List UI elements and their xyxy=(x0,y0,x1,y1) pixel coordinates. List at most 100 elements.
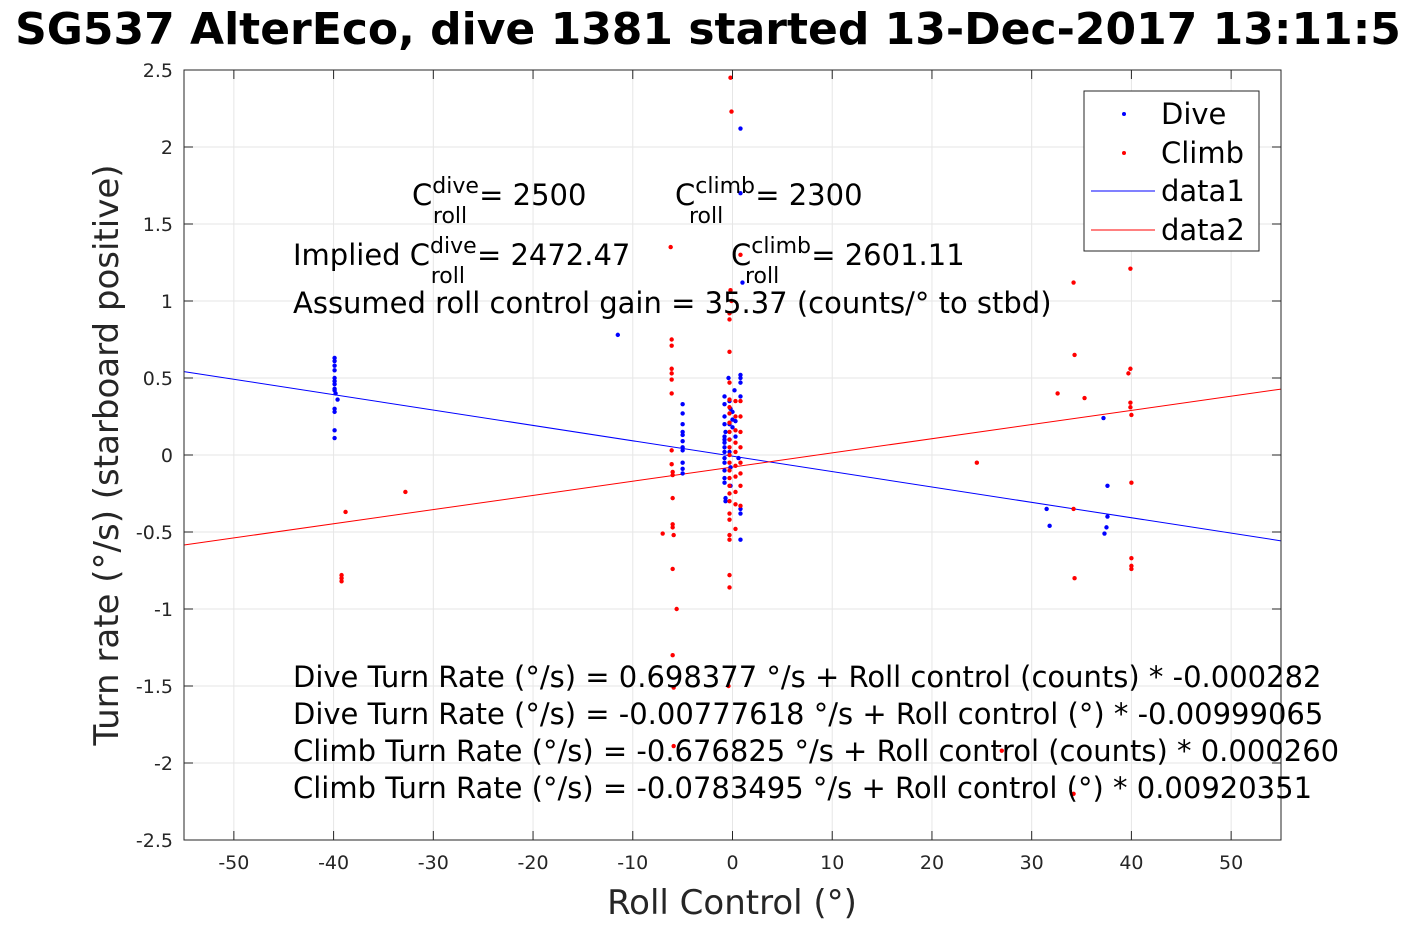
x-tick-label: -50 xyxy=(218,852,249,874)
climb-point xyxy=(727,537,732,542)
c-roll-climb: Cclimb roll= 2300 xyxy=(675,174,863,229)
dive-point xyxy=(332,375,337,381)
dive-point xyxy=(738,191,743,196)
legend-box xyxy=(1083,90,1260,252)
dive-point xyxy=(722,401,727,407)
climb-point xyxy=(660,531,665,536)
dive-point xyxy=(738,380,743,385)
dive-point xyxy=(722,460,727,465)
climb-point xyxy=(669,448,674,453)
climb-point xyxy=(669,343,674,348)
climb-point xyxy=(1128,266,1133,271)
climb-point xyxy=(733,398,738,404)
legend-dive-label: Dive xyxy=(1161,97,1226,131)
y-tick-label: 2 xyxy=(161,137,173,159)
climb-point xyxy=(727,460,732,465)
climb-point xyxy=(727,475,732,481)
x-tick-label: -40 xyxy=(318,852,349,874)
climb-point xyxy=(733,463,738,468)
dive-point xyxy=(727,449,732,455)
dive-point xyxy=(332,378,337,384)
climb-point xyxy=(733,474,738,479)
climb-point xyxy=(727,517,732,522)
legend-climb-label: Climb xyxy=(1161,136,1244,170)
climb-point xyxy=(1129,566,1134,572)
climb-point xyxy=(670,525,675,530)
climb-point xyxy=(1126,371,1131,376)
climb-point xyxy=(668,244,673,250)
y-tick-label: 0.5 xyxy=(143,368,173,390)
climb-point xyxy=(669,462,674,467)
climb-point xyxy=(738,460,743,465)
dive-point xyxy=(738,394,743,399)
y-tick-label: 0 xyxy=(161,445,173,467)
dive-point xyxy=(332,368,337,373)
climb-point xyxy=(738,429,743,435)
dive-point xyxy=(732,388,737,393)
climb-fit-counts: Climb Turn Rate (°/s) = -0.676825 °/s + … xyxy=(293,734,1339,768)
dive-point xyxy=(722,455,727,461)
climb-point xyxy=(727,499,732,504)
climb-point xyxy=(738,471,743,476)
climb-point xyxy=(1128,366,1133,371)
climb-point xyxy=(728,288,733,293)
legend-data1-label: data1 xyxy=(1161,174,1245,208)
climb-point xyxy=(727,483,732,488)
climb-point xyxy=(727,437,732,442)
climb-point xyxy=(1072,576,1077,581)
climb-point xyxy=(670,469,675,475)
climb-point xyxy=(1129,555,1134,561)
climb-point xyxy=(1072,352,1077,358)
climb-point xyxy=(727,452,732,458)
dive-point xyxy=(722,437,727,442)
climb-point xyxy=(403,489,408,495)
dive-point xyxy=(680,445,685,450)
climb-point xyxy=(669,371,674,376)
y-axis-label: Turn rate (°/s) (starboard positive) xyxy=(87,164,127,746)
dive-point xyxy=(680,411,685,416)
climb-point xyxy=(738,414,743,419)
climb-point xyxy=(1128,400,1133,405)
dive-point xyxy=(1047,523,1052,529)
climb-point xyxy=(733,449,738,455)
dive-point xyxy=(730,425,735,430)
climb-point xyxy=(339,579,344,584)
climb-point xyxy=(1128,405,1133,410)
climb-point xyxy=(727,532,732,538)
climb-point xyxy=(670,566,675,572)
climb-point xyxy=(727,411,732,416)
legend-data2-label: data2 xyxy=(1161,213,1245,247)
climb-point xyxy=(669,391,674,396)
climb-point xyxy=(671,685,676,690)
dive-fit-counts: Dive Turn Rate (°/s) = 0.698377 °/s + Ro… xyxy=(293,660,1321,694)
climb-point xyxy=(738,483,743,488)
climb-point xyxy=(738,503,743,509)
climb-point xyxy=(729,109,734,114)
y-tick-label: 1 xyxy=(161,291,173,313)
chart-title: SG537 AlterEco, dive 1381 started 13-Dec… xyxy=(15,4,1401,55)
x-tick-label: 20 xyxy=(920,852,944,874)
climb-point xyxy=(1129,563,1134,569)
dive-point xyxy=(722,440,727,445)
legend: Dive Climb data1 data2 xyxy=(1083,90,1260,252)
dive-point xyxy=(722,445,727,450)
y-tick-label: -2 xyxy=(154,753,173,775)
coefficient-annotations: Cdive roll= 2500 Cclimb roll= 2300 Implied… xyxy=(293,174,1052,320)
climb-point xyxy=(727,491,732,496)
y-tick-label: 1.5 xyxy=(143,214,173,236)
data-points xyxy=(332,75,1134,796)
climb-point xyxy=(738,252,743,257)
dive-point xyxy=(1102,531,1107,536)
dive-point xyxy=(722,394,727,399)
climb-point xyxy=(733,489,738,495)
dive-point xyxy=(1101,415,1106,421)
y-tick-label: -1 xyxy=(154,599,173,621)
y-tick-label: -2.5 xyxy=(136,830,173,852)
dive-point xyxy=(1105,514,1110,519)
dive-point xyxy=(723,495,728,501)
dive-point xyxy=(332,406,337,411)
dive-point xyxy=(680,401,685,407)
climb-point xyxy=(1055,391,1060,396)
climb-point xyxy=(1129,412,1134,418)
